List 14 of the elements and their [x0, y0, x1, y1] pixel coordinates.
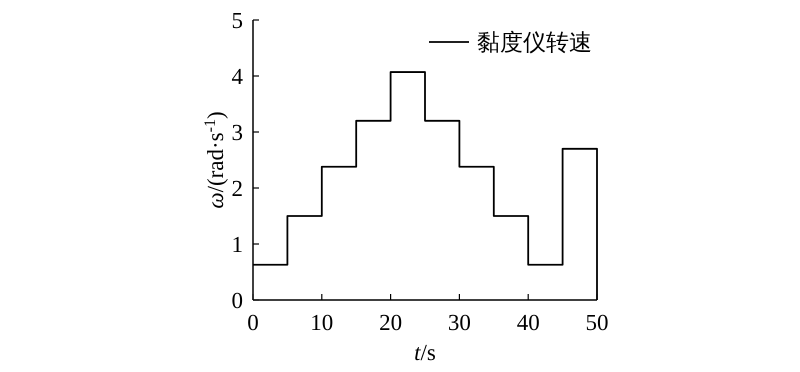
y-tick-label: 5	[232, 8, 243, 33]
x-tick-label: 40	[516, 310, 540, 335]
y-tick-label: 2	[232, 176, 243, 201]
y-tick-label: 4	[232, 64, 244, 89]
x-axis-title: t/s	[414, 340, 436, 365]
y-tick-label: 0	[232, 288, 243, 313]
x-tick-label: 0	[247, 310, 259, 335]
y-tick-label: 3	[232, 120, 243, 145]
x-tick-label: 30	[448, 310, 471, 335]
y-tick-label: 1	[232, 232, 243, 257]
x-tick-label: 10	[310, 310, 334, 335]
legend-label: 黏度仪转速	[477, 29, 592, 55]
x-tick-label: 50	[586, 310, 608, 335]
x-tick-label: 20	[379, 310, 402, 335]
